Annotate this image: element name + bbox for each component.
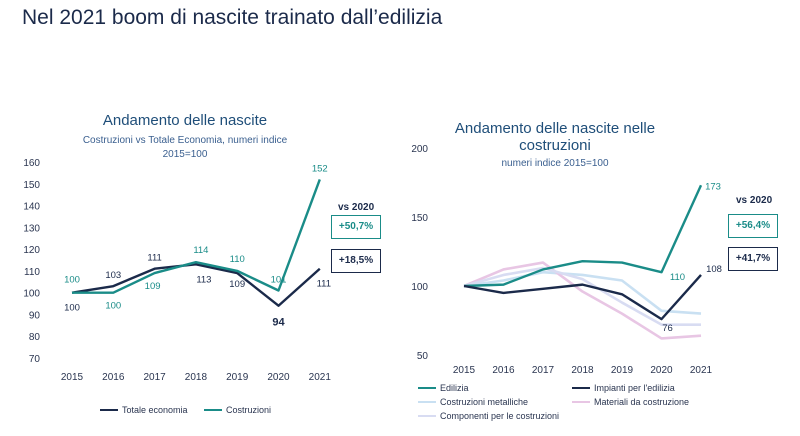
data-label: 110 <box>230 254 245 265</box>
right-chart-title: Andamento delle nascite nelle <box>454 120 656 137</box>
data-label: 103 <box>105 270 121 281</box>
y-tick-label: 200 <box>411 144 428 155</box>
right-box-impianti: +41,7% <box>728 247 778 271</box>
legend-swatch-totale-economia <box>100 409 118 411</box>
data-label: 100 <box>64 303 80 314</box>
legend-label: Costruzioni metalliche <box>440 397 529 407</box>
y-tick-label: 130 <box>23 223 40 234</box>
left-box-totale: +18,5% <box>331 249 381 273</box>
series-line-edilizia <box>463 184 703 288</box>
data-label: 111 <box>147 253 161 264</box>
legend-label: Componenti per le costruzioni <box>440 411 560 421</box>
legend-item-edilizia: Edilizia <box>418 383 469 393</box>
data-label: 114 <box>193 245 208 256</box>
y-tick-label: 150 <box>411 213 428 224</box>
x-tick-label: 2015 <box>61 372 84 383</box>
x-tick-label: 2017 <box>532 365 555 376</box>
right-chart-title-line2: costruzioni <box>519 137 591 154</box>
legend-item-impianti: Impianti per l'edilizia <box>572 383 675 393</box>
left-chart-title: Andamento delle nascite <box>102 112 268 129</box>
left-box-costruzioni: +50,7% <box>331 215 381 239</box>
data-label: 113 <box>196 274 211 285</box>
series-line-costruzioni-metalliche <box>463 270 702 315</box>
data-label: 152 <box>312 163 328 174</box>
y-tick-label: 120 <box>23 245 40 256</box>
y-tick-label: 80 <box>29 332 41 343</box>
right-vs-label: vs 2020 <box>736 195 773 206</box>
y-tick-label: 110 <box>24 267 40 278</box>
legend-label: Totale economia <box>122 405 188 415</box>
legend-item-totale-economia: Totale economia <box>100 405 188 415</box>
right-chart-subtitle: numeri indice 2015=100 <box>501 158 609 169</box>
x-tick-label: 2018 <box>571 365 594 376</box>
left-vs-label: vs 2020 <box>338 202 375 213</box>
left-chart: 70 80 90 100 110 120 130 140 150 160 2015 2016 2017 2… <box>23 158 332 383</box>
legend-item-componenti: Componenti per le costruzioni <box>418 411 559 421</box>
data-label: 94 <box>272 317 285 329</box>
data-label: 109 <box>145 281 161 292</box>
data-label: 173 <box>705 181 721 192</box>
x-tick-label: 2018 <box>185 372 208 383</box>
data-label: 76 <box>662 323 673 334</box>
data-label: 111 <box>317 279 331 290</box>
left-chart-subtitle-base: 2015=100 <box>162 149 208 160</box>
legend-swatch-impianti <box>572 387 590 389</box>
x-tick-label: 2019 <box>226 372 249 383</box>
legend-item-costruzioni: Costruzioni <box>204 405 271 415</box>
data-label: 108 <box>706 264 722 275</box>
y-tick-label: 160 <box>23 158 40 169</box>
series-line-impianti <box>463 274 702 321</box>
series-line-componenti <box>463 266 701 326</box>
y-tick-label: 90 <box>29 310 41 321</box>
y-tick-label: 150 <box>23 180 40 191</box>
series-line-costruzioni <box>72 179 321 294</box>
data-label: 101 <box>271 274 287 285</box>
x-tick-label: 2020 <box>650 365 673 376</box>
x-tick-label: 2016 <box>492 365 515 376</box>
legend-swatch-edilizia <box>418 387 436 389</box>
y-tick-label: 70 <box>29 354 41 365</box>
legend-item-materiali: Materiali da costruzione <box>572 397 689 407</box>
legend-swatch-componenti <box>418 415 436 417</box>
data-label: 110 <box>670 272 685 283</box>
y-tick-label: 100 <box>23 289 40 300</box>
legend-label: Costruzioni <box>226 405 272 415</box>
legend-swatch-costruzioni <box>204 409 222 411</box>
x-tick-label: 2020 <box>267 372 290 383</box>
legend-swatch-materiali <box>572 401 590 403</box>
x-tick-label: 2021 <box>309 372 332 383</box>
page-title: Nel 2021 boom di nascite trainato dall’e… <box>22 6 443 29</box>
legend-label: Edilizia <box>440 383 469 393</box>
y-tick-label: 100 <box>411 282 428 293</box>
legend-label: Impianti per l'edilizia <box>594 383 675 393</box>
data-label: 109 <box>229 279 245 290</box>
left-chart-subtitle: Costruzioni vs Totale Economia, numeri i… <box>82 135 288 146</box>
x-tick-label: 2015 <box>453 365 476 376</box>
x-tick-label: 2017 <box>143 372 166 383</box>
x-tick-label: 2016 <box>102 372 125 383</box>
series-line-totale-economia <box>71 263 321 307</box>
legend-swatch-costruzioni-metalliche <box>418 401 436 403</box>
data-label: 100 <box>64 275 80 286</box>
data-label: 100 <box>105 301 121 312</box>
legend-label: Materiali da costruzione <box>594 397 690 407</box>
x-tick-label: 2019 <box>611 365 634 376</box>
x-tick-label: 2021 <box>690 365 713 376</box>
right-box-edilizia: +56,4% <box>728 214 778 238</box>
y-tick-label: 50 <box>417 351 429 362</box>
y-tick-label: 140 <box>23 202 40 213</box>
legend-item-costruzioni-metalliche: Costruzioni metalliche <box>418 397 528 407</box>
series-line-materiali <box>463 261 702 340</box>
